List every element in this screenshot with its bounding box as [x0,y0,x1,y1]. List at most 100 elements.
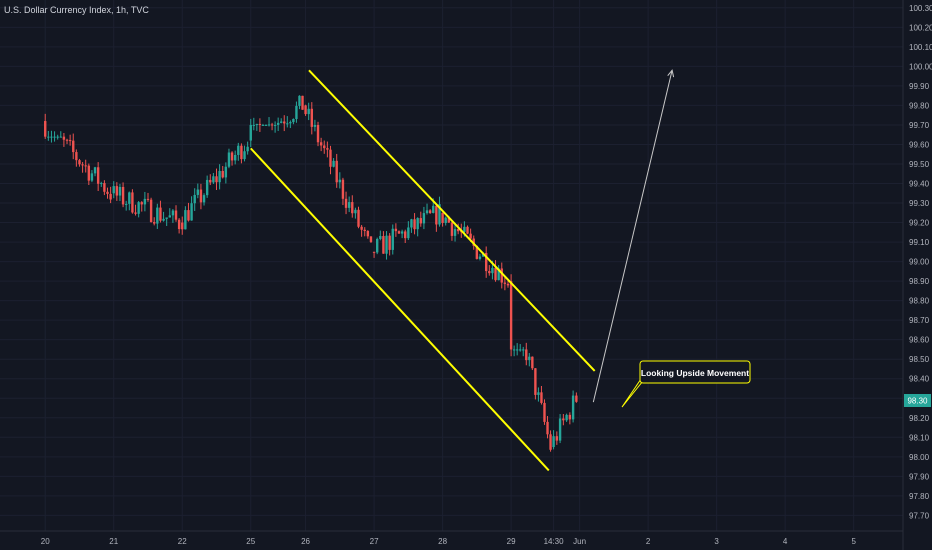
candle-body [159,207,162,221]
candle-body [413,219,416,230]
candle-body [335,160,338,183]
candle-body [515,349,519,351]
candle-body [568,414,572,420]
candle-body [50,136,53,138]
candle-body [100,183,103,185]
candle-body [450,222,454,236]
candle-body [428,210,432,213]
candle-body [329,149,332,167]
candle-body [165,217,168,219]
candle-body [258,123,262,125]
candle-body [87,165,91,181]
candle-body [193,194,196,204]
candle-body [360,226,363,230]
candle-body [131,192,134,213]
candle-body [543,402,546,422]
candle-body [326,148,329,150]
candle-body [432,205,435,213]
candle-body [531,356,534,369]
candle-body [140,202,143,205]
candle-body [301,95,304,110]
y-tick-label: 98.90 [909,277,930,286]
candle-body [115,186,119,196]
candle-body [237,145,240,155]
candle-body [215,176,218,183]
price-tag-box [904,394,931,407]
channel-upper-line[interactable] [308,69,596,372]
candle-body [243,151,246,160]
candle-body [230,152,234,161]
y-tick-label: 98.50 [909,355,930,364]
x-tick-label: 29 [507,537,516,546]
candle-body [224,166,228,178]
candle-body [56,136,59,138]
candle-body [78,160,81,165]
candle-body [44,121,47,137]
candle-body [419,218,422,224]
candle-body [187,210,190,221]
candle-body [249,124,252,141]
y-tick-label: 99.20 [909,219,930,228]
candle-body [304,105,307,115]
candle-body [351,202,354,214]
candle-body [156,207,159,224]
candle-body [295,105,298,119]
y-tick-label: 98.70 [909,316,930,325]
candle-body [118,186,122,196]
y-tick-label: 99.30 [909,199,930,208]
candle-body [575,395,578,402]
x-tick-label: 20 [41,537,50,546]
candle-body [540,392,543,403]
y-tick-label: 98.80 [909,297,930,306]
candle-body [143,198,147,205]
candle-body [435,205,438,225]
candle-body [81,164,84,166]
candle-body [174,210,178,220]
channel-lower-line[interactable] [250,147,550,472]
x-tick-label: 3 [714,537,719,546]
x-tick-label: 25 [246,537,255,546]
candle-body [525,349,528,361]
candle-body [469,233,472,239]
candle-body [280,121,283,123]
y-tick-label: 98.00 [909,453,930,462]
candle-body [488,271,491,274]
candle-body [497,268,500,281]
y-tick-label: 99.10 [909,238,930,247]
y-tick-label: 97.90 [909,472,930,481]
candle-body [233,154,237,161]
candle-body [444,217,447,223]
candle-body [478,256,482,259]
candle-body [366,230,370,237]
candle-body [190,203,193,221]
annotation-callout[interactable]: Looking Upside Movement [621,360,751,408]
x-tick-label: 26 [301,537,310,546]
candle-body [534,368,537,395]
candle-body [375,238,379,253]
candle-body [463,226,466,232]
candle-body [212,176,215,183]
candle-body [391,228,394,250]
arrow-shaft[interactable] [592,70,673,403]
price-tag-value: 98.30 [907,397,928,406]
candle-body [276,122,280,125]
candle-body [372,251,376,253]
x-tick-label: 21 [109,537,118,546]
candle-body [292,118,295,123]
candle-body [519,349,522,351]
candle-body [509,281,513,350]
candle-body [382,236,385,254]
candle-body [270,124,274,126]
candle-body [347,202,351,208]
candle-body [528,356,531,361]
arrow-head [667,69,675,78]
candle-body [75,152,78,161]
candle-body [90,173,94,181]
y-tick-label: 100.30 [909,4,932,13]
y-tick-label: 97.80 [909,492,930,501]
y-tick-label: 99.80 [909,101,930,110]
candle-body [506,283,510,286]
candle-body [494,267,497,281]
candle-body [441,212,444,223]
